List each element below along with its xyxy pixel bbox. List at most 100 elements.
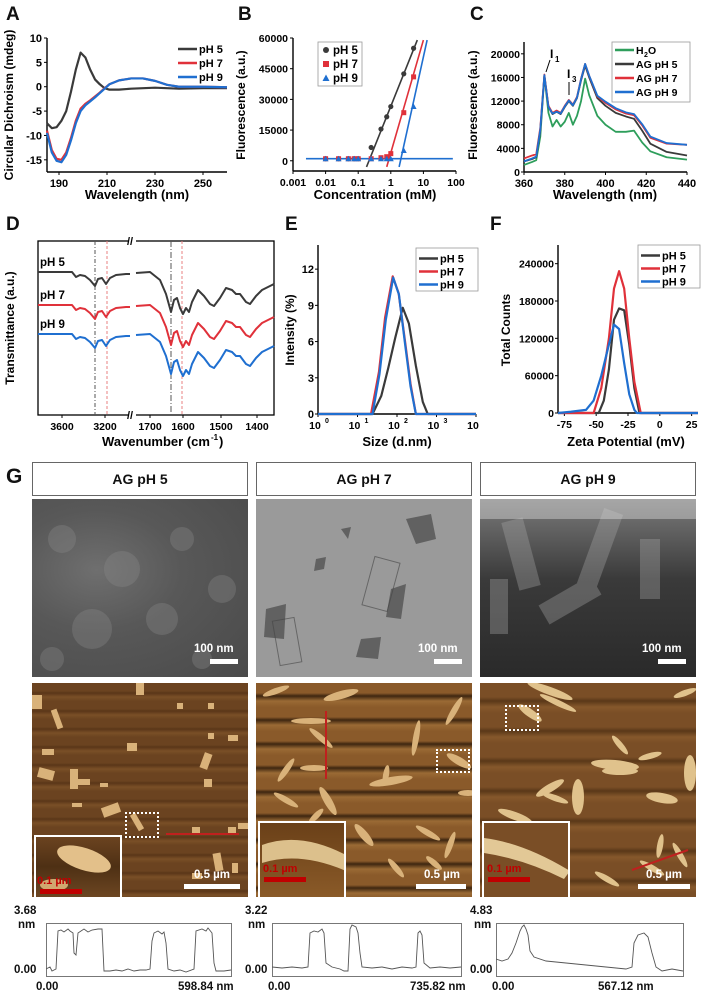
svg-text:0: 0 [548, 408, 554, 420]
svg-text:400: 400 [596, 178, 614, 190]
svg-text:Wavenumber (cm: Wavenumber (cm [102, 434, 210, 449]
svg-text:0: 0 [514, 167, 520, 179]
panel-label-d: D [6, 214, 20, 235]
afm-particles-ph9 [498, 683, 696, 887]
legend-entry: pH 7 [440, 267, 464, 279]
inset-scale-label-ph5: 0.1 µm [37, 875, 72, 887]
profile-ymax-ph5: 3.68 [14, 905, 37, 917]
svg-text:pH 7: pH 7 [333, 59, 358, 71]
profile-plot-ph7 [272, 923, 462, 977]
chart-e-dls-size: 036912100101102103104pH 5pH 7pH 9Intensi… [283, 245, 479, 449]
svg-text:1: 1 [365, 418, 369, 425]
svg-text://: // [127, 236, 133, 248]
tem-scale-label-ph7: 100 nm [418, 643, 458, 655]
svg-text:380: 380 [556, 178, 574, 190]
svg-text:6: 6 [308, 337, 314, 349]
svg-text:0: 0 [308, 409, 314, 421]
x-axis-label: Size (d.nm) [362, 434, 431, 449]
profile-ymin-ph7: 0.00 [245, 964, 268, 976]
x-axis-label: Wavelength (nm) [85, 187, 189, 202]
svg-text:I: I [567, 67, 570, 81]
svg-text:60000: 60000 [525, 371, 554, 383]
profile-xmax-ph9: 567.12 nm [598, 981, 654, 993]
svg-text:440: 440 [678, 178, 696, 190]
svg-text:O: O [648, 45, 656, 57]
legend-entry: pH 9 [662, 277, 686, 289]
afm-scale-bar-ph7 [416, 884, 466, 889]
svg-text:8000: 8000 [497, 120, 521, 132]
legend-entry: pH 9 [440, 280, 464, 292]
panel-label-f: F [490, 214, 502, 235]
tem-scale-label-ph5: 100 nm [194, 643, 234, 655]
zoom-region-box-ph7 [436, 749, 470, 773]
svg-text:3: 3 [308, 373, 314, 385]
y-axis-label: Intensity (%) [283, 294, 297, 365]
svg-text:0.001: 0.001 [280, 177, 306, 189]
afm-inset-ph7: 0.1 µm [258, 821, 346, 897]
legend-entry: pH 5 [440, 254, 464, 266]
profile-ymax-ph9: 4.83 [470, 905, 493, 917]
profile-yunit-ph5: nm [18, 919, 36, 931]
svg-text:45000: 45000 [259, 64, 288, 76]
chart-b-fluorescence-concentration: 60000 45000 30000 15000 0 0.001 0.01 0.1 1 10 100 p… [234, 33, 465, 202]
tem-texture-ph5 [40, 525, 236, 671]
svg-text:10: 10 [388, 420, 400, 432]
profile-xmin-ph9: 0.00 [492, 981, 515, 993]
tem-image-ph9: 100 nm [480, 499, 696, 677]
svg-text:1700: 1700 [138, 421, 162, 433]
svg-text:9: 9 [308, 300, 314, 312]
column-title-ph7: AG pH 7 [256, 462, 472, 496]
legend-entry: pH 5 [662, 251, 686, 263]
svg-text:1600: 1600 [171, 421, 195, 433]
afm-scale-label-ph9: 0.5 µm [646, 869, 683, 881]
svg-text:3600: 3600 [50, 421, 74, 433]
tem-scale-bar-ph5 [210, 659, 238, 664]
legend-entry: pH 9 [199, 72, 223, 84]
svg-text:30000: 30000 [259, 94, 288, 106]
svg-text:10: 10 [309, 420, 321, 432]
svg-text:360: 360 [515, 178, 533, 190]
afm-image-ph9: 0.1 µm 0.5 µm [480, 683, 696, 897]
afm-scale-label-ph5: 0.5 µm [194, 869, 231, 881]
svg-text:-5: -5 [32, 106, 42, 118]
inset-scale-label-ph9: 0.1 µm [487, 863, 522, 875]
svg-text:): ) [219, 434, 223, 449]
inset-scale-bar-ph5 [40, 889, 82, 894]
y-axis-label: Fluorescence (a.u.) [466, 50, 480, 159]
svg-text:250: 250 [194, 178, 212, 190]
svg-text:3: 3 [572, 75, 577, 84]
tem-scale-bar-ph7 [434, 659, 462, 664]
svg-text:1: 1 [388, 177, 394, 189]
svg-text:230: 230 [146, 178, 164, 190]
chart-a-circular-dichroism: 10 5 0 -5 -10 -15 190 210 230 250 pH 5 pH 7 pH 9 Circ… [2, 30, 228, 202]
svg-text:0: 0 [657, 419, 663, 431]
x-axis-label: Concentration (mM) [314, 187, 437, 202]
svg-text:-75: -75 [557, 419, 572, 431]
afm-inset-ph5: 0.1 µm [34, 835, 122, 897]
profile-xmax-ph7: 735.82 nm [410, 981, 466, 993]
svg-text:180000: 180000 [519, 296, 554, 308]
y-axis-label: Fluorescence (a.u.) [234, 50, 248, 159]
inset-scale-label-ph7: 0.1 µm [263, 863, 298, 875]
svg-text:10: 10 [428, 420, 440, 432]
panel-label-a: A [6, 4, 20, 25]
svg-text:240000: 240000 [519, 259, 554, 271]
chart-f-zeta-potential: 0 60000 120000 180000 240000 -75 -50 -25 0 25 pH 5… [499, 244, 701, 449]
profile-xmax-ph5: 598.84 nm [178, 981, 234, 993]
svg-text:15000: 15000 [259, 125, 288, 137]
profile-yunit-ph9: nm [474, 919, 492, 931]
svg-text:10: 10 [467, 420, 479, 432]
afm-inset-ph9: 0.1 µm [482, 821, 570, 897]
profile-ymax-ph7: 3.22 [245, 905, 268, 917]
svg-text:60000: 60000 [259, 33, 288, 45]
column-title-ph5: AG pH 5 [32, 462, 248, 496]
svg-text://: // [127, 410, 133, 422]
svg-text:16000: 16000 [491, 72, 520, 84]
tem-scale-label-ph9: 100 nm [642, 643, 682, 655]
legend-entry: pH 5 [199, 44, 223, 56]
legend-entry: pH 7 [662, 264, 686, 276]
svg-text:2: 2 [404, 418, 408, 425]
svg-text:pH 5: pH 5 [333, 45, 359, 57]
svg-text:25: 25 [686, 419, 698, 431]
svg-text:190: 190 [50, 178, 68, 190]
